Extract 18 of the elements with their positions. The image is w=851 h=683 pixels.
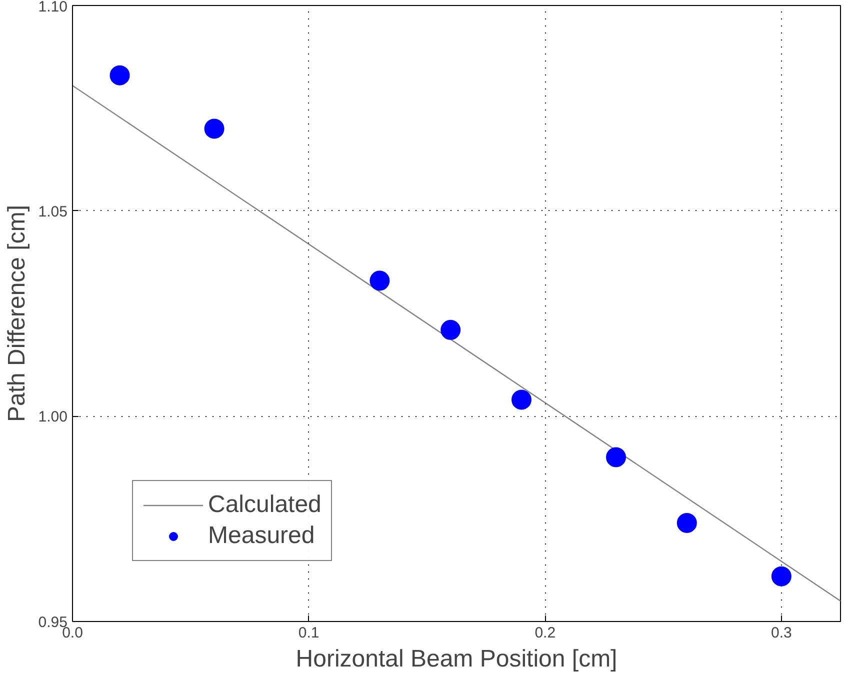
point [370,270,390,291]
y-tick-label: 1.05 [38,203,68,220]
point [204,118,224,139]
point [511,390,532,410]
point [110,65,130,86]
y-tick-label: 1.10 [38,0,68,16]
x-tick-label: 0.1 [298,624,320,642]
legend-label: Calculated [208,491,322,519]
legend-label: Measured [208,522,315,550]
point [606,447,626,468]
x-tick-label: 0.3 [770,624,792,642]
point [771,566,792,586]
x-axis-title: Horizontal Beam Position [cm] [296,646,618,672]
point [440,320,461,340]
x-tick-label: 0.2 [534,624,556,642]
y-tick-label: 1.00 [38,408,68,426]
y-axis-title: Path Difference [cm] [3,205,30,422]
point [676,512,697,533]
